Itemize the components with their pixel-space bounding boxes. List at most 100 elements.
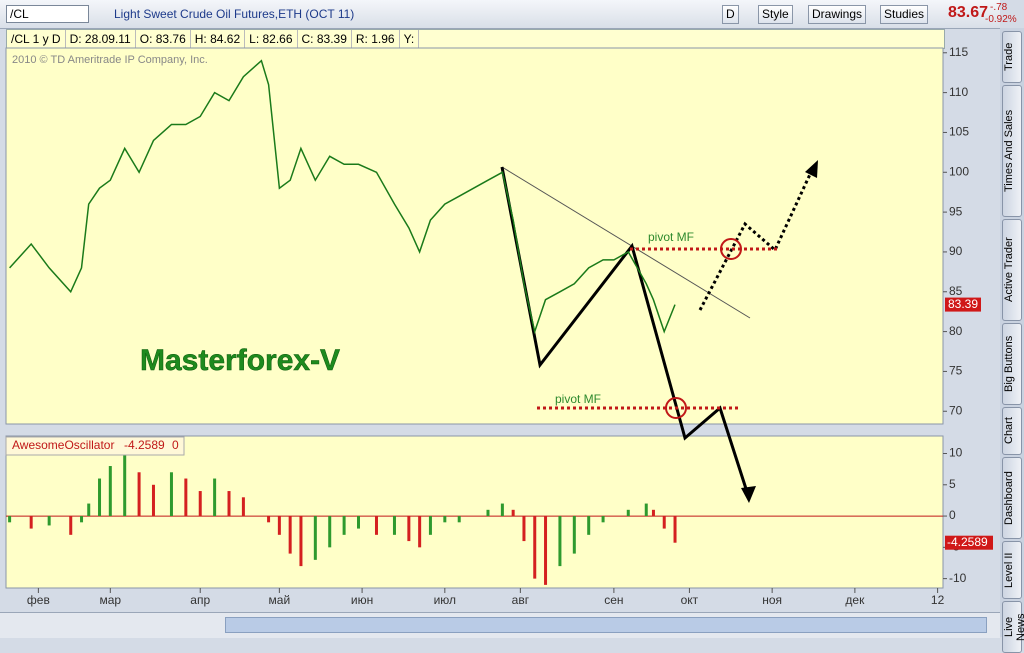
x-tick-label: ноя — [762, 593, 782, 607]
price-panel — [5, 47, 944, 425]
x-tick-label: мар — [100, 593, 122, 607]
oscillator-bar — [457, 516, 461, 523]
x-tick-label: фев — [27, 593, 50, 607]
oscillator-bar — [356, 516, 360, 529]
oscillator-bar — [198, 491, 202, 517]
arrow-head — [805, 160, 818, 178]
oscillator-bar — [651, 509, 655, 517]
info-field: L: 82.66 — [245, 30, 298, 48]
pivot-circle — [720, 238, 742, 260]
oscillator-bar — [601, 516, 605, 523]
info-field: R: 1.96 — [352, 30, 400, 48]
info-field: Y: — [400, 30, 420, 48]
oscillator-bar — [500, 503, 504, 517]
button[interactable]: Studies — [880, 5, 929, 24]
y-tick-label: -10 — [949, 571, 967, 585]
oscillator-bar — [522, 516, 526, 542]
button[interactable]: Style — [758, 5, 793, 24]
y-tick-label: 110 — [949, 85, 968, 99]
x-tick-label: июн — [351, 593, 373, 607]
scrollbar[interactable] — [0, 612, 1000, 638]
x-tick-label: июл — [434, 593, 456, 607]
brand: Masterforex-V — [140, 344, 340, 377]
side-tab[interactable]: Chart — [1002, 407, 1022, 455]
oscillator-bar — [267, 516, 271, 523]
scroll-thumb[interactable] — [225, 617, 987, 633]
watermark: 2010 © TD Ameritrade IP Company, Inc. — [12, 54, 208, 66]
y-tick-label: 85 — [949, 284, 963, 298]
oscillator-bar — [662, 516, 666, 529]
oscillator-bar — [587, 516, 591, 535]
x-tick-label: окт — [681, 593, 699, 607]
y-tick-label: 100 — [949, 164, 969, 178]
oscillator-bar — [98, 478, 102, 517]
oscillator-panel — [5, 435, 944, 589]
study-title: AwesomeOscillator — [12, 438, 114, 452]
value-label-box — [945, 535, 993, 550]
study-header — [5, 436, 185, 456]
y-tick-label: 5 — [949, 477, 956, 491]
oscillator-bar — [328, 516, 332, 548]
y-tick-label: 80 — [949, 324, 963, 338]
oscillator-bar — [342, 516, 346, 535]
study-zero: 0 — [172, 438, 179, 452]
oscillator-bar — [169, 472, 173, 517]
x-tick-label: май — [269, 593, 291, 607]
side-tab[interactable]: Level II — [1002, 541, 1022, 599]
oscillator-bar — [313, 516, 317, 560]
x-tick-label: сен — [604, 593, 623, 607]
x-tick-label: 12 — [931, 593, 945, 607]
title: Light Sweet Crude Oil Futures,ETH (OCT 1… — [114, 7, 355, 21]
annotation: pivot MF — [648, 230, 694, 244]
x-tick-label: дек — [845, 593, 865, 607]
side-tab[interactable]: Times And Sales — [1002, 85, 1022, 217]
oscillator-bar — [8, 516, 12, 523]
oscillator-bar — [558, 516, 562, 567]
side-tab[interactable]: Big Buttons — [1002, 323, 1022, 405]
oscillator-bar — [511, 509, 515, 517]
x-tick-label: апр — [190, 593, 210, 607]
oscillator-bar — [486, 509, 490, 517]
oscillator-bar — [418, 516, 422, 548]
side-tabs: Trade Times And Sales Active Trader Big But… — [1000, 28, 1024, 653]
x-tick-label: авг — [512, 593, 530, 607]
oscillator-bar — [151, 484, 155, 517]
info-field: C: 83.39 — [298, 30, 352, 48]
price-line — [9, 59, 676, 335]
button[interactable]: D — [722, 5, 739, 24]
oscillator-bar — [80, 516, 84, 523]
last-price: 83.39 — [948, 297, 978, 311]
side-tab[interactable]: Active Trader — [1002, 219, 1022, 321]
y-tick-label: 90 — [949, 244, 963, 258]
side-tab[interactable]: Trade — [1002, 31, 1022, 83]
side-tab[interactable]: Dashboard — [1002, 457, 1022, 539]
oscillator-bar — [29, 516, 33, 529]
info-field: H: 84.62 — [191, 30, 246, 48]
oscillator-bar — [572, 516, 576, 554]
oscillator-bar — [87, 503, 91, 517]
y-tick-label: 75 — [949, 364, 963, 378]
oscillator-bar — [428, 516, 432, 535]
oscillator-bar — [407, 516, 411, 542]
oscillator-bar — [443, 516, 447, 523]
oscillator-bar — [47, 516, 51, 526]
oscillator-bar — [69, 516, 73, 535]
button[interactable]: Drawings — [808, 5, 867, 24]
y-tick-label: 10 — [949, 446, 963, 460]
price-label-box — [945, 297, 981, 312]
oscillator-bar — [137, 472, 141, 517]
y-tick-label: 115 — [949, 45, 968, 59]
last-value: -4.2589 — [947, 535, 988, 549]
toolbar: /CL Light Sweet Crude Oil Futures,ETH (O… — [0, 0, 1017, 29]
oscillator-bar — [241, 497, 245, 517]
side-tab[interactable]: Live News — [1002, 601, 1024, 653]
arrow-head — [741, 486, 756, 503]
oscillator-bar — [673, 516, 677, 543]
symbol-input[interactable]: /CL — [6, 5, 89, 23]
oscillator-bar — [184, 478, 188, 517]
annotation: pivot MF — [555, 392, 601, 406]
pivot-circle — [665, 397, 687, 419]
y-tick-label: 105 — [949, 125, 969, 139]
oscillator-bar — [374, 516, 378, 535]
